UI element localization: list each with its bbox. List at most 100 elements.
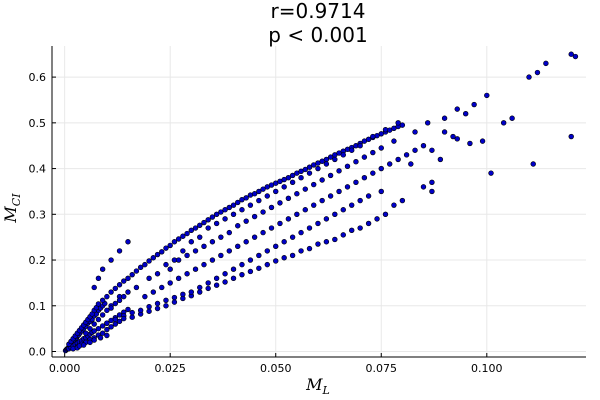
data-point <box>99 297 106 303</box>
data-point <box>171 299 178 305</box>
x-axis-label-main: M <box>305 375 323 394</box>
data-point <box>235 243 241 250</box>
data-point <box>205 217 211 223</box>
data-point <box>222 216 228 222</box>
data-point <box>306 245 313 252</box>
data-point <box>441 115 448 121</box>
data-point <box>247 202 254 208</box>
data-point <box>294 211 300 218</box>
data-point <box>273 243 279 250</box>
data-point <box>251 213 258 220</box>
data-point <box>175 236 182 242</box>
data-point <box>213 275 220 282</box>
data-point <box>197 289 203 295</box>
y-tick-label: 0.2 <box>29 254 47 267</box>
data-point <box>285 175 292 181</box>
data-point <box>188 289 195 295</box>
data-point <box>277 200 283 206</box>
data-point <box>97 335 104 341</box>
chart-title-line2: p < 0.001 <box>268 23 367 47</box>
data-point <box>171 257 178 263</box>
data-point <box>572 53 579 60</box>
data-point <box>213 211 220 218</box>
grid <box>52 46 586 357</box>
data-point <box>298 175 304 181</box>
data-point <box>243 195 249 201</box>
y-tick-label: 0.1 <box>29 300 47 313</box>
axes <box>51 46 586 358</box>
data-point <box>311 202 317 208</box>
data-point <box>230 266 237 272</box>
data-point <box>315 165 321 172</box>
data-point <box>294 191 300 197</box>
y-axis-label-main: M <box>1 206 20 224</box>
data-point <box>568 133 574 140</box>
data-point <box>159 284 165 291</box>
y-axis-label: MCI <box>1 193 23 224</box>
data-point <box>226 204 232 211</box>
data-point <box>534 69 541 76</box>
data-point <box>251 191 258 197</box>
data-point <box>302 207 308 213</box>
data-point <box>230 211 237 218</box>
x-tick-label: 0.000 <box>49 362 81 375</box>
data-point <box>441 129 448 135</box>
data-point <box>450 133 456 140</box>
data-point <box>424 120 431 126</box>
data-point <box>256 188 262 195</box>
data-point <box>387 161 393 167</box>
data-point <box>125 275 131 282</box>
data-point <box>340 232 346 238</box>
data-point <box>205 280 211 286</box>
data-point <box>281 184 287 190</box>
data-point <box>108 257 114 263</box>
data-point <box>391 202 397 208</box>
data-point <box>201 243 207 250</box>
data-point <box>235 223 241 229</box>
data-point <box>378 188 384 195</box>
data-point <box>104 326 110 333</box>
data-point <box>370 149 376 156</box>
data-point <box>454 106 460 112</box>
data-point <box>201 261 207 268</box>
data-point <box>180 248 186 254</box>
data-point <box>378 165 384 172</box>
data-point <box>192 225 199 231</box>
data-point <box>344 184 351 190</box>
data-point <box>91 321 97 327</box>
data-point <box>108 305 114 311</box>
data-point <box>192 266 199 272</box>
data-point <box>454 136 460 142</box>
data-point <box>332 211 338 218</box>
data-point <box>319 177 325 183</box>
data-point <box>222 207 228 213</box>
data-point <box>180 291 186 298</box>
data-point <box>188 227 195 234</box>
data-point <box>154 300 161 307</box>
data-point <box>226 248 232 254</box>
data-point <box>298 248 304 254</box>
data-point <box>133 284 140 291</box>
data-point <box>184 252 190 259</box>
data-point <box>121 278 127 284</box>
data-point <box>412 129 418 135</box>
data-point <box>264 248 270 254</box>
data-point <box>184 230 190 237</box>
data-point <box>256 265 262 271</box>
data-point <box>125 239 131 245</box>
data-point <box>256 197 262 204</box>
data-point <box>420 143 427 149</box>
data-point <box>264 261 270 268</box>
data-point <box>154 271 161 277</box>
data-point <box>159 249 165 255</box>
data-point <box>543 60 549 67</box>
data-point <box>264 193 270 199</box>
data-point <box>365 193 372 199</box>
data-point <box>222 279 228 285</box>
data-point <box>251 234 258 240</box>
data-point <box>357 143 363 149</box>
data-point <box>437 156 444 163</box>
data-point <box>484 92 490 99</box>
data-point <box>471 101 477 108</box>
y-tick-label: 0.4 <box>29 163 47 176</box>
